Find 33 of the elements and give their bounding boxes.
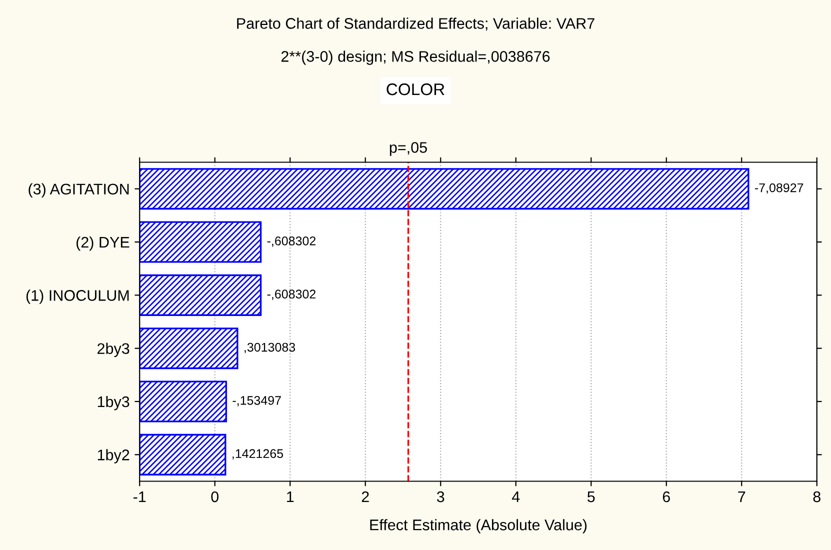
x-tick-label: 7 xyxy=(738,492,746,502)
bar xyxy=(140,168,750,210)
x-tick-label: 4 xyxy=(512,492,520,502)
bar xyxy=(140,434,226,476)
ref-line-label: p=,05 xyxy=(390,142,427,156)
y-tick-label: (2) DYE xyxy=(76,236,130,251)
chart-title: Pareto Chart of Standardized Effects; Variable: VAR7 xyxy=(237,18,594,31)
annotation: -,608302 xyxy=(267,236,316,247)
annotation: ,1421265 xyxy=(232,449,284,460)
bar xyxy=(140,221,262,263)
y-tick-label: (3) AGITATION xyxy=(28,183,129,198)
bar xyxy=(140,380,227,422)
chart-subtitle: 2**(3-0) design; MS Residual=,0038676 xyxy=(281,50,550,65)
bar xyxy=(140,274,262,316)
x-tick-label: 6 xyxy=(662,491,670,502)
y-tick-label: 1by2 xyxy=(98,449,130,464)
x-tick-label: -1 xyxy=(133,492,146,502)
y-tick-label: 1by3 xyxy=(98,396,130,410)
x-tick-label: 5 xyxy=(587,492,595,502)
x-tick-label: 1 xyxy=(287,492,294,502)
x-axis-title: Effect Estimate (Absolute Value) xyxy=(370,519,587,534)
bar xyxy=(140,328,238,370)
annotation: -,153497 xyxy=(232,396,281,406)
annotation: -,608302 xyxy=(267,290,316,300)
y-tick-label: 2by3 xyxy=(98,342,130,358)
text: COLOR xyxy=(386,83,444,96)
x-tick-label: 8 xyxy=(813,491,820,502)
x-tick-label: 2 xyxy=(362,491,369,502)
x-tick-label: 0 xyxy=(211,491,219,502)
annotation: -7,08927 xyxy=(754,183,804,194)
x-tick-label: 3 xyxy=(436,491,444,502)
y-tick-label: (1) INOCULUM xyxy=(26,290,129,304)
annotation: ,3013083 xyxy=(244,342,296,354)
